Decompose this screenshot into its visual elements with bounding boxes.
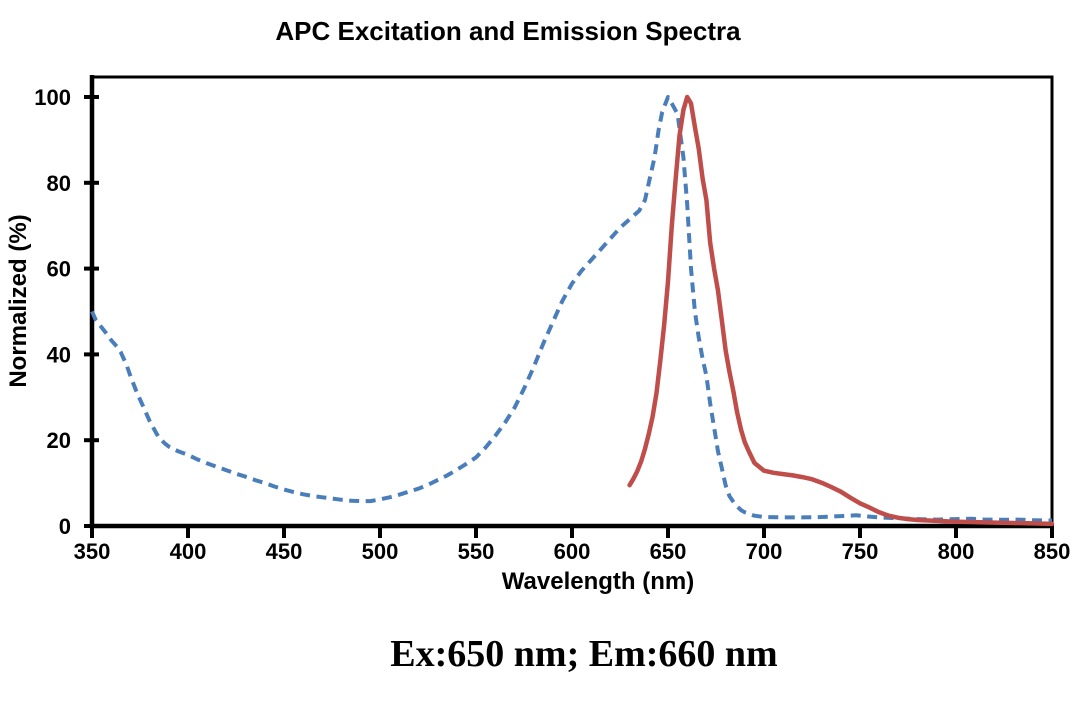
y-tick-label: 20	[47, 428, 71, 453]
emission-curve	[627, 94, 1055, 527]
chart-title: APC Excitation and Emission Spectra	[275, 16, 741, 46]
x-tick-label: 450	[266, 539, 303, 564]
x-tick-label: 500	[362, 539, 399, 564]
x-tick-label: 800	[938, 539, 975, 564]
x-tick-label: 600	[554, 539, 591, 564]
series-curves	[90, 94, 1055, 527]
x-tick-label: 750	[842, 539, 879, 564]
x-tick-label: 850	[1034, 539, 1071, 564]
axis-lines	[89, 75, 1054, 529]
x-axis-title: Wavelength (nm)	[502, 568, 694, 595]
x-tick-label: 650	[650, 539, 687, 564]
x-tick-label: 700	[746, 539, 783, 564]
plot-frame	[90, 75, 1054, 528]
y-tick-label: 100	[34, 85, 71, 110]
caption-ex-em: Ex:650 nm; Em:660 nm	[390, 633, 777, 675]
y-axis-title: Normalized (%)	[5, 214, 32, 387]
y-tick-label: 0	[59, 514, 71, 539]
x-tick-label: 550	[458, 539, 495, 564]
y-tick-label: 40	[47, 342, 71, 367]
y-tick-label: 60	[47, 257, 71, 282]
x-tick-label: 400	[170, 539, 207, 564]
excitation-curve	[90, 95, 1053, 523]
axis-ticks: 350 400 450 500 550 600 650 700 750 800 850 0 20 40 60…	[34, 85, 1070, 564]
y-tick-label: 80	[47, 171, 71, 196]
x-tick-label: 350	[74, 539, 111, 564]
